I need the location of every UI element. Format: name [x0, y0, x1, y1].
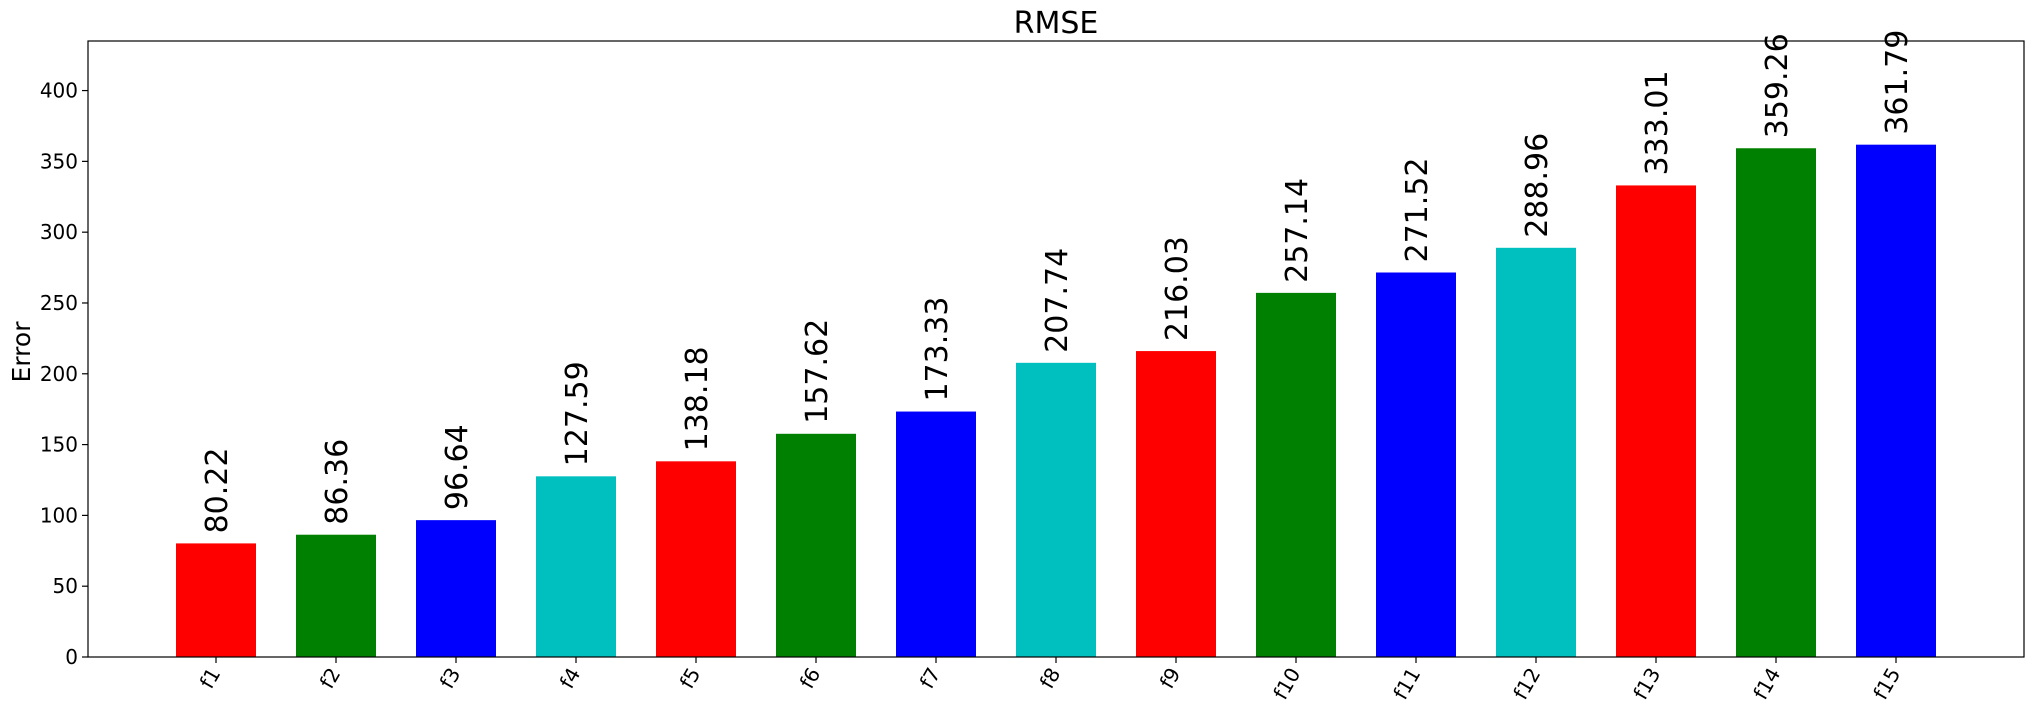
data-label-f14: 359.26	[1760, 33, 1795, 138]
bar-f7	[896, 411, 976, 657]
data-label-f5: 138.18	[680, 346, 715, 451]
bar-f6	[776, 433, 856, 657]
x-tick-label-f2: f2	[315, 664, 346, 693]
x-tick-label-f8: f8	[1035, 664, 1066, 693]
x-tick-label-f5: f5	[675, 664, 706, 693]
bar-f13	[1616, 185, 1696, 657]
bar-f1	[176, 543, 256, 657]
data-label-f1: 80.22	[200, 448, 235, 534]
x-tick-label-f3: f3	[435, 664, 466, 693]
y-tick-label: 150	[40, 433, 78, 457]
bar-f4	[536, 476, 616, 657]
plot-frame	[87, 40, 2025, 658]
x-tick-label-f15: f15	[1868, 664, 1905, 704]
y-tick-label: 400	[40, 79, 78, 103]
x-tick-label-f11: f11	[1388, 664, 1425, 704]
bar-f5	[656, 461, 736, 657]
x-axis: f1 f2 f3 f4 f5 f6 f7 f8 f9 f10 f11 f12 f13 f14 f15	[195, 657, 1905, 704]
bar-f12	[1496, 247, 1576, 657]
y-tick-label: 0	[65, 645, 78, 669]
data-label-f9: 216.03	[1160, 236, 1195, 341]
bar-f15	[1856, 144, 1936, 657]
data-label-f12: 288.96	[1520, 133, 1555, 238]
bar-f11	[1376, 272, 1456, 657]
y-tick-label: 100	[40, 503, 78, 527]
data-label-f10: 257.14	[1280, 178, 1315, 283]
x-tick-label-f14: f14	[1748, 664, 1785, 704]
bar-f8	[1016, 362, 1096, 657]
y-tick-label: 300	[40, 220, 78, 244]
data-label-f2: 86.36	[320, 439, 355, 525]
x-tick-label-f13: f13	[1628, 664, 1665, 704]
x-tick-label-f9: f9	[1155, 664, 1186, 693]
data-label-f4: 127.59	[560, 361, 595, 466]
bar-f14	[1736, 148, 1816, 657]
y-tick-label: 250	[40, 291, 78, 315]
data-label-f6: 157.62	[800, 319, 835, 424]
data-label-f8: 207.74	[1040, 248, 1075, 353]
bar-f3	[416, 520, 496, 657]
y-axis: 0 50 100 150 200 250 300 350 400	[40, 79, 88, 669]
bar-f10	[1256, 292, 1336, 657]
y-axis-label: Error	[7, 321, 36, 383]
x-tick-label-f1: f1	[195, 664, 226, 693]
data-labels: 80.22 86.36 96.64 127.59 138.18 157.62 173.33 2…	[200, 30, 1915, 534]
data-label-f11: 271.52	[1400, 158, 1435, 263]
data-label-f7: 173.33	[920, 297, 955, 402]
x-tick-label-f12: f12	[1508, 664, 1545, 704]
data-label-f3: 96.64	[440, 424, 475, 510]
chart-title: RMSE	[1014, 6, 1099, 41]
x-tick-label-f6: f6	[795, 664, 826, 693]
x-tick-label-f4: f4	[555, 664, 586, 693]
data-label-f15: 361.79	[1880, 30, 1915, 135]
y-tick-label: 350	[40, 149, 78, 173]
x-tick-label-f10: f10	[1268, 664, 1305, 704]
y-tick-label: 50	[53, 574, 78, 598]
x-tick-label-f7: f7	[915, 664, 946, 693]
bar-f9	[1136, 351, 1216, 657]
data-label-f13: 333.01	[1640, 70, 1675, 175]
bars	[176, 144, 1936, 657]
y-tick-label: 200	[40, 362, 78, 386]
bar-f2	[296, 534, 376, 657]
